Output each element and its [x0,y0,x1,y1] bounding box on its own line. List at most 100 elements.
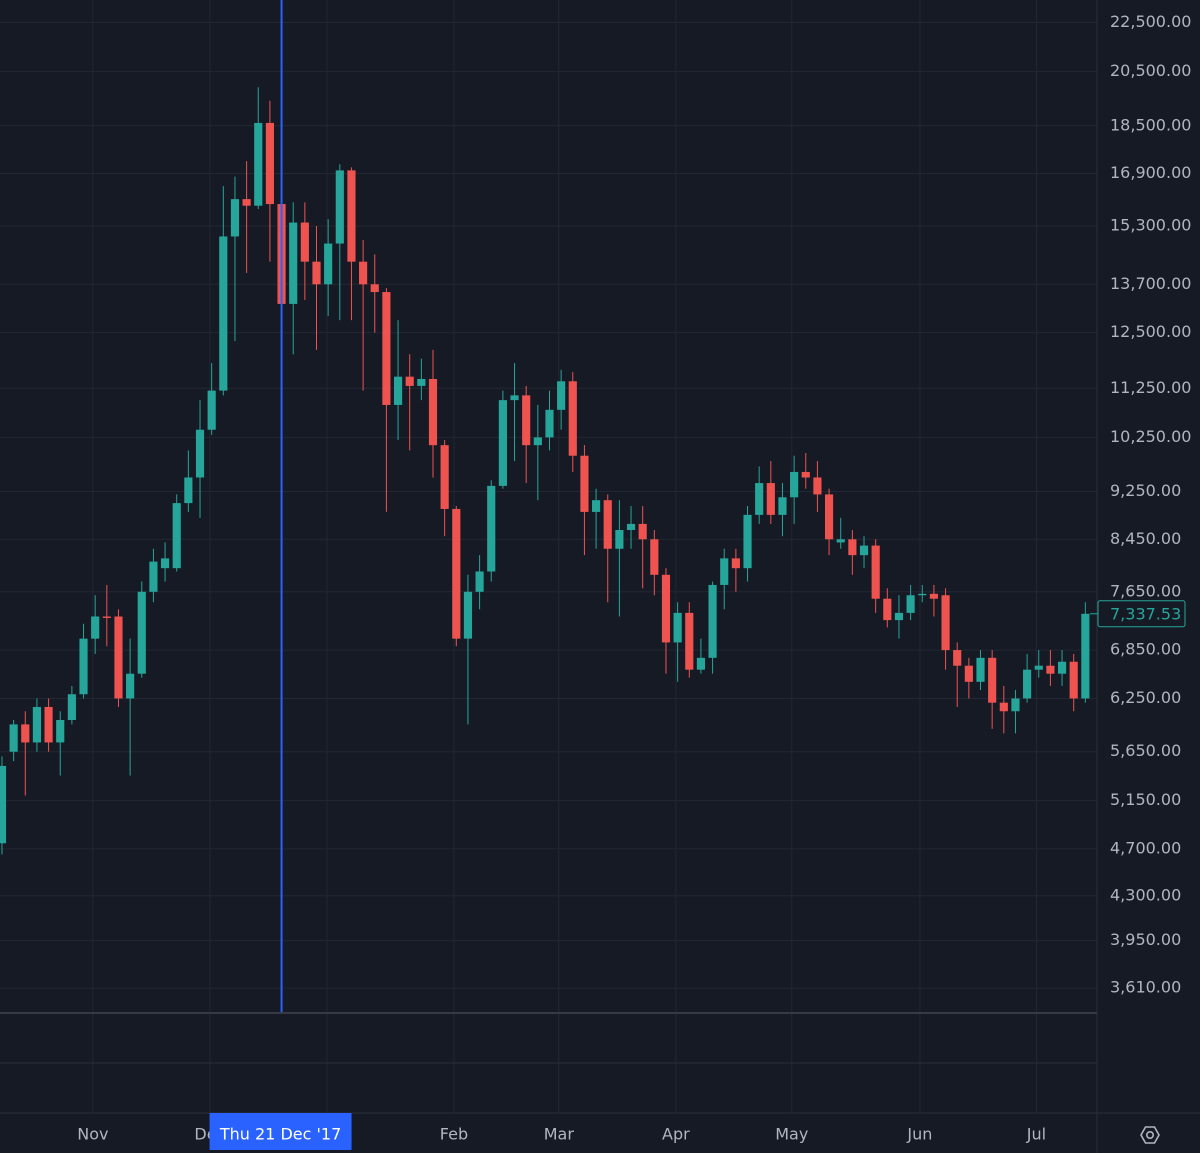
candle-body [801,471,810,478]
candle-body [9,724,18,752]
y-tick-label: 6,850.00 [1110,640,1181,659]
candles [0,87,1090,855]
candle-body [463,591,473,639]
candle-body [720,558,729,585]
candle-body [254,122,263,206]
y-tick-label: 10,250.00 [1110,427,1191,446]
candle-body [824,494,834,540]
candle-body [207,390,216,430]
candle-body [184,477,193,504]
candle-body [615,530,624,549]
candle-body [929,593,938,599]
last-price-box [1097,600,1186,628]
candle-body [67,694,76,720]
candle-body [510,395,519,401]
candle-body [731,558,740,569]
candle-body [580,455,589,512]
candle-body [452,508,461,639]
candle-body [312,261,321,285]
candle-body [32,706,42,743]
candle-body [172,503,181,569]
y-tick-label: 13,700.00 [1110,274,1191,293]
candle-body [708,584,717,658]
candle-body [790,471,799,498]
y-tick-label: 3,610.00 [1110,978,1181,997]
y-tick-label: 5,150.00 [1110,790,1181,809]
candle-body [859,545,869,556]
candle-body [382,292,391,405]
candle-body [906,595,915,613]
candle-body [195,429,205,478]
candle-body [487,485,496,572]
x-tick-label: Feb [440,1125,468,1144]
y-tick-label: 11,250.00 [1110,378,1191,397]
candle-body [475,571,484,592]
y-tick-label: 4,300.00 [1110,885,1181,904]
candle-body [1069,661,1078,699]
candle-body [848,539,857,556]
candle-body [219,236,228,391]
candle-body [335,170,344,244]
candle-body [778,497,787,515]
settings-dot[interactable] [1145,1130,1155,1140]
candle-body [568,381,577,456]
candle-body [126,673,135,699]
y-tick-label: 7,650.00 [1110,581,1181,600]
y-tick-label: 22,500.00 [1110,12,1191,31]
candle-body [743,514,752,569]
y-tick-label: 9,250.00 [1110,481,1181,500]
candle-body [941,595,950,651]
y-tick-label: 15,300.00 [1110,216,1191,235]
candle-body [871,545,880,599]
candle-body [626,523,636,531]
candle-body [836,539,845,543]
last-price-label: 7,337.53 [1110,604,1181,623]
candle-body [428,378,438,446]
y-tick-label: 3,950.00 [1110,930,1181,949]
candle-body [883,598,892,621]
candle-body [638,523,647,540]
settings-hexagon[interactable] [1140,1126,1160,1144]
candle-body [1046,665,1055,674]
candle-body [918,593,927,596]
candle-body [673,612,682,643]
candle-body [976,657,985,682]
candle-body [91,616,100,639]
x-tick-label: Nov [77,1125,108,1144]
candle-body [894,612,904,621]
y-tick-label: 6,250.00 [1110,688,1181,707]
candle-body [592,500,601,512]
candle-body [160,558,170,569]
candle-body [696,657,706,670]
candle-body [114,616,123,699]
candle-body [289,222,298,304]
candle-body [137,591,146,674]
grid [0,0,1097,1113]
candle-body [999,702,1008,712]
candle-body [533,437,542,446]
x-tick-label: May [775,1125,808,1144]
candle-body [964,665,973,682]
candle-body [405,376,414,386]
candle-body [102,616,111,618]
axes: 22,500.00 20,500.00 18,500.00 16,900.00 15,3… [77,12,1191,1144]
candle-body [545,409,554,438]
candle-body [230,199,240,237]
candle-body [498,400,507,486]
candle-body [1034,665,1043,670]
overlay: Thu 21 Dec '17 7,337.53 [209,0,1186,1150]
y-tick-label: 18,500.00 [1110,115,1191,134]
candle-body [603,500,612,549]
candle-body [324,243,333,285]
y-tick-label: 20,500.00 [1110,61,1191,80]
settings-icon[interactable] [1140,1126,1160,1144]
y-tick-label: 4,700.00 [1110,838,1181,857]
candle-body [265,122,274,205]
candle-body [685,612,694,670]
y-tick-label: 12,500.00 [1110,322,1191,341]
crosshair-label-box [209,1113,352,1150]
candle-body [1011,698,1020,712]
candle-body [440,445,449,509]
